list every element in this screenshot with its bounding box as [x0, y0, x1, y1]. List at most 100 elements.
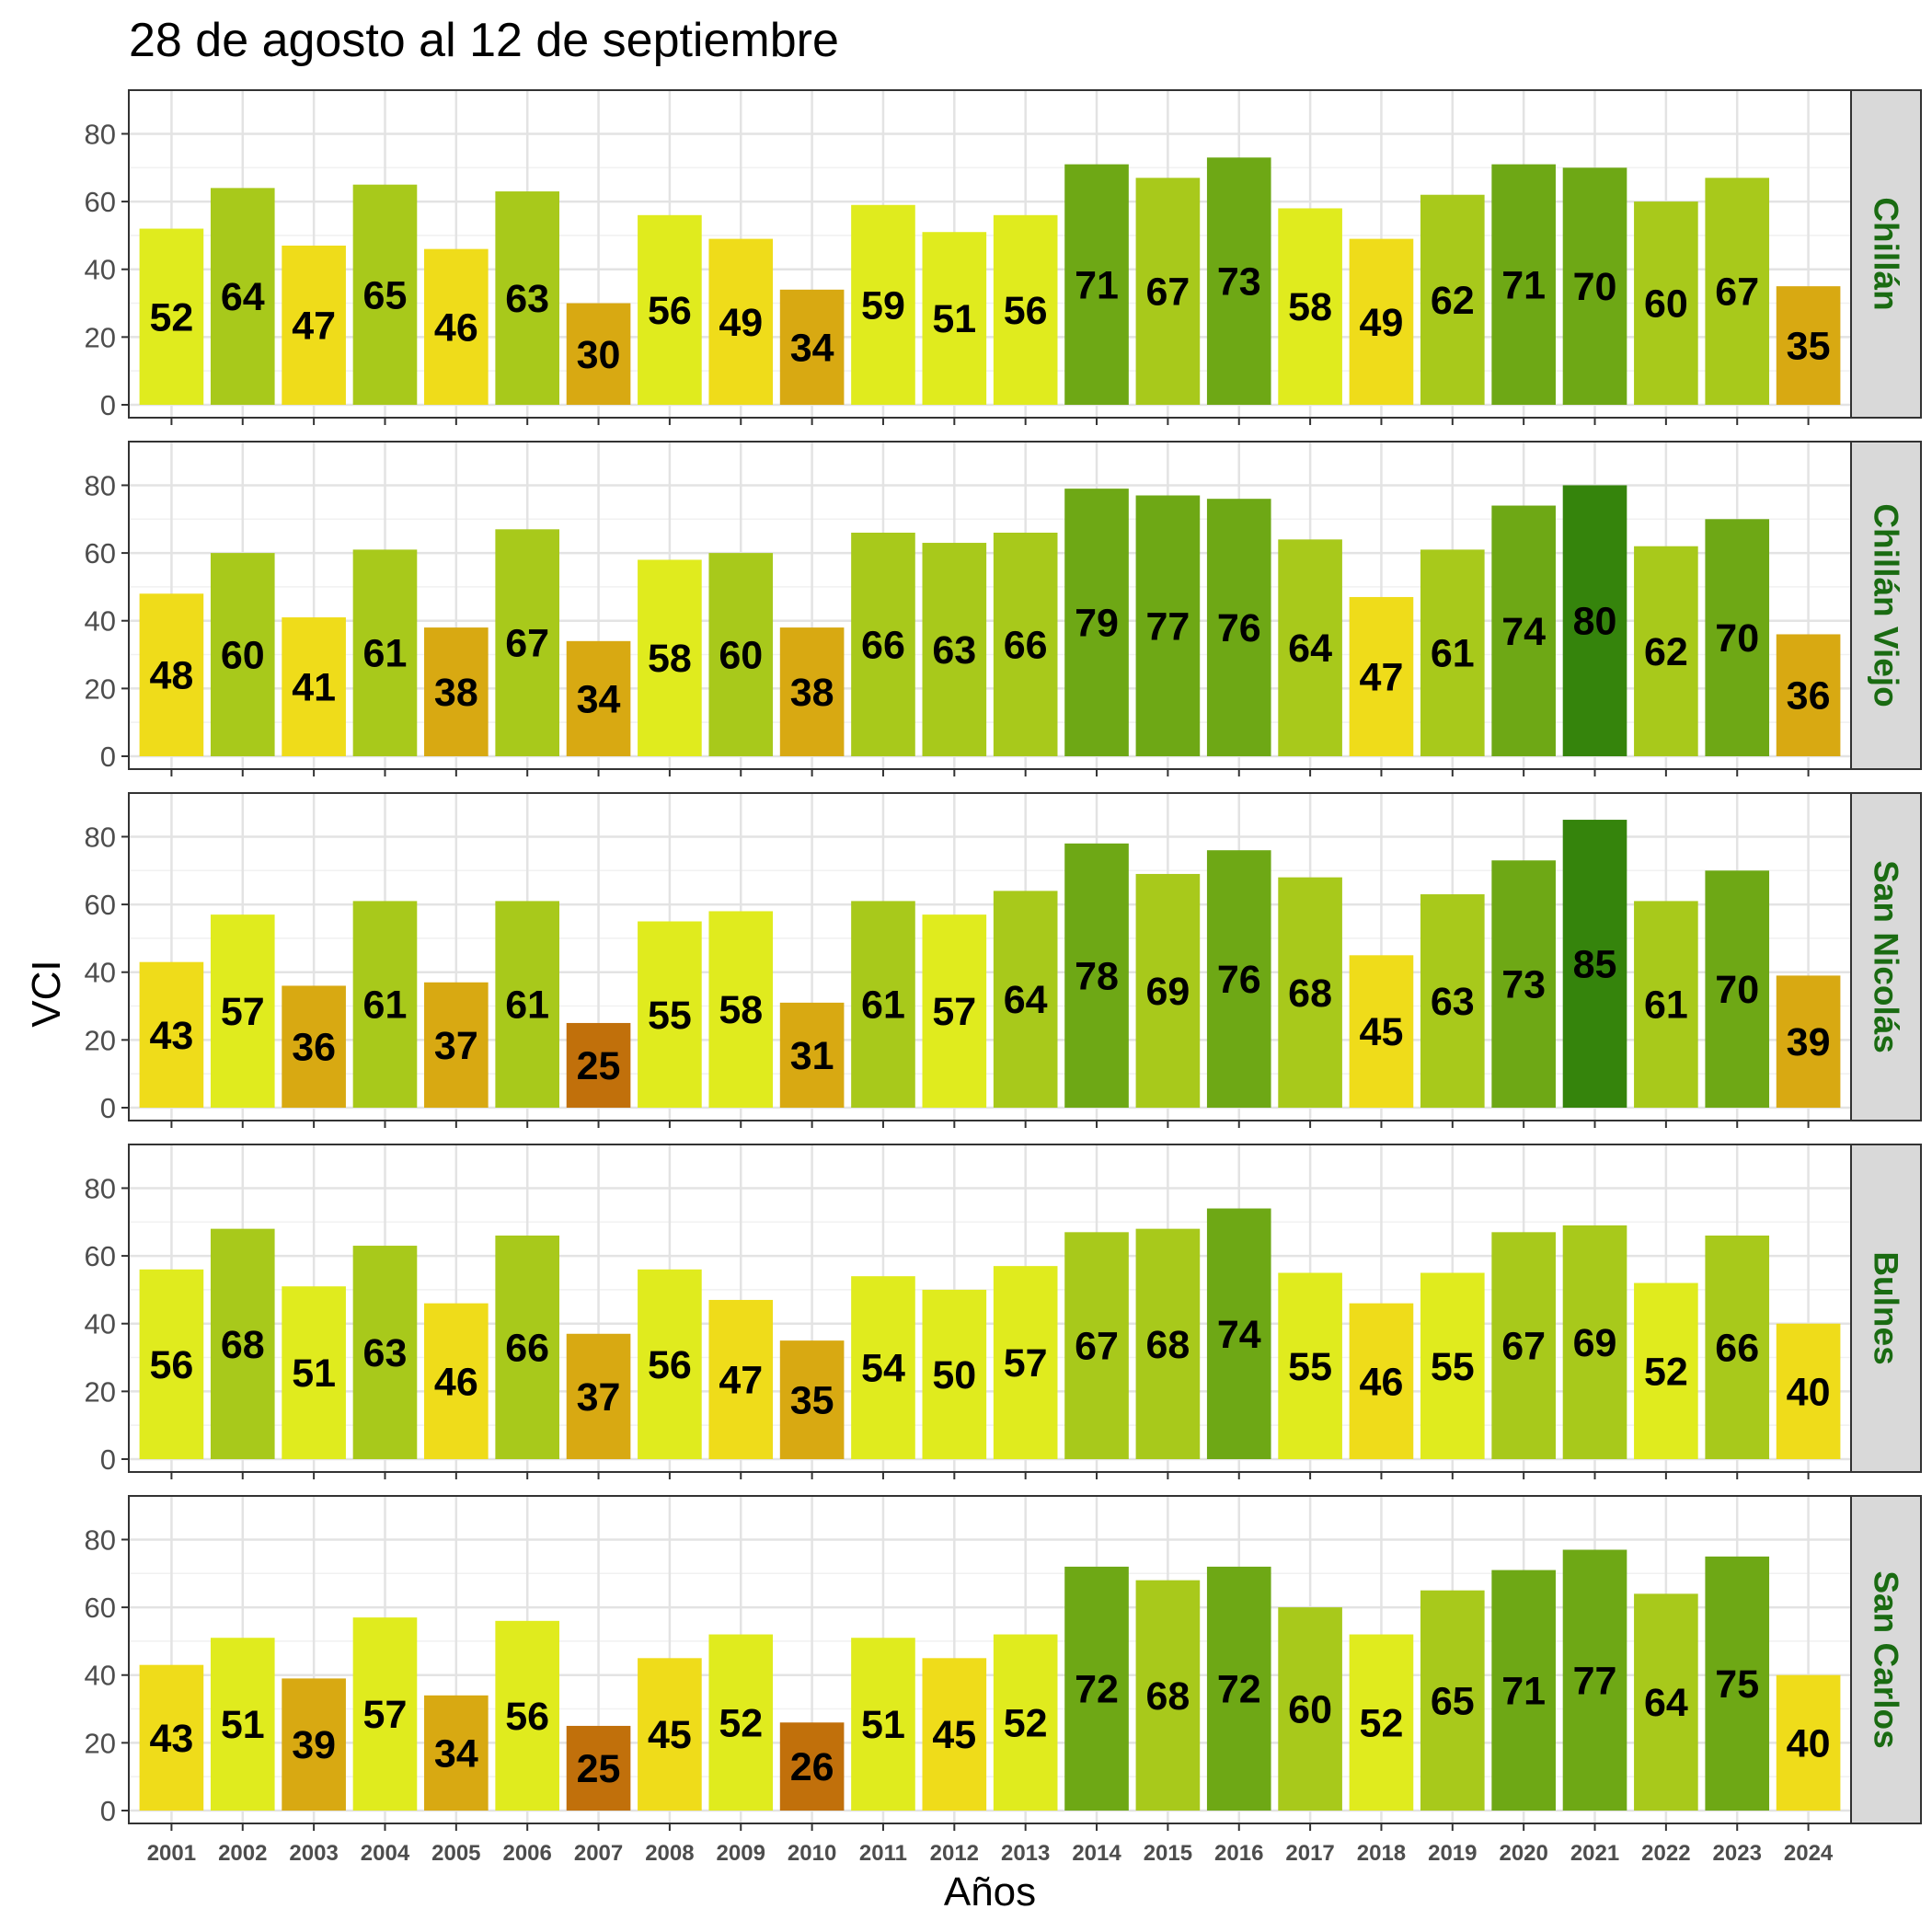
- bar: [1491, 860, 1556, 1108]
- bar: [1562, 1549, 1627, 1811]
- y-tick-label: 20: [85, 321, 116, 353]
- bar: [1562, 167, 1627, 406]
- bar: [1491, 164, 1556, 405]
- data-label: 74: [1501, 610, 1546, 654]
- data-label: 62: [1644, 630, 1688, 674]
- data-label: 36: [292, 1026, 336, 1070]
- data-label: 41: [292, 666, 336, 710]
- x-tick-label: 2009: [717, 1841, 765, 1866]
- x-tick-label: 2018: [1357, 1841, 1406, 1866]
- data-label: 67: [1715, 270, 1759, 315]
- y-tick-label: 20: [85, 1727, 116, 1759]
- data-label: 68: [1145, 1323, 1190, 1367]
- data-label: 59: [861, 283, 905, 328]
- data-label: 64: [1288, 627, 1332, 671]
- data-label: 65: [363, 273, 408, 317]
- bar: [210, 1638, 275, 1811]
- data-label: 36: [1787, 674, 1831, 719]
- bar: [851, 533, 915, 756]
- bar: [1206, 499, 1271, 756]
- facet-strip-label: San Carlos: [1868, 1570, 1905, 1748]
- y-tick-label: 40: [85, 605, 116, 638]
- data-label: 61: [363, 632, 408, 676]
- x-axis-title: Años: [943, 1869, 1037, 1915]
- data-label: 52: [149, 295, 193, 339]
- bar: [638, 214, 702, 405]
- x-tick-label: 2006: [502, 1841, 551, 1866]
- data-label: 61: [505, 983, 549, 1028]
- data-label: 62: [1431, 279, 1475, 323]
- bar: [1278, 877, 1342, 1108]
- bar: [1064, 1566, 1129, 1811]
- x-tick-label: 2017: [1285, 1841, 1334, 1866]
- data-label: 26: [790, 1745, 834, 1789]
- bar: [1420, 194, 1485, 405]
- data-label: 60: [1644, 282, 1688, 327]
- bar: [282, 985, 346, 1108]
- y-tick-label: 60: [85, 1592, 116, 1624]
- bar: [1491, 1570, 1556, 1811]
- x-tick-label: 2011: [859, 1841, 907, 1866]
- data-label: 77: [1145, 604, 1190, 649]
- x-tick-label: 2016: [1214, 1841, 1263, 1866]
- data-label: 61: [861, 983, 905, 1028]
- y-tick-label: 0: [100, 1795, 116, 1827]
- bar: [922, 543, 987, 756]
- bar: [1135, 495, 1201, 756]
- y-tick-label: 40: [85, 957, 116, 989]
- bar: [1705, 870, 1770, 1108]
- data-label: 48: [149, 654, 193, 698]
- data-label: 57: [221, 990, 265, 1034]
- data-label: 49: [719, 301, 763, 345]
- bar: [993, 214, 1058, 405]
- y-tick-label: 40: [85, 254, 116, 286]
- facet-strip-label: Chillán: [1868, 197, 1905, 310]
- data-label: 38: [790, 671, 834, 715]
- bar: [495, 529, 559, 756]
- data-label: 61: [1644, 983, 1688, 1028]
- bar: [1349, 1634, 1414, 1811]
- bar: [851, 204, 915, 405]
- data-label: 72: [1217, 1667, 1261, 1711]
- y-tick-label: 40: [85, 1660, 116, 1692]
- bar: [424, 248, 489, 405]
- data-label: 69: [1573, 1321, 1617, 1365]
- data-label: 51: [221, 1703, 265, 1747]
- y-tick-label: 80: [85, 821, 116, 853]
- y-tick-label: 20: [85, 1024, 116, 1056]
- bar: [139, 593, 204, 756]
- bar: [1206, 1208, 1271, 1459]
- bar: [922, 1658, 987, 1811]
- bar: [566, 1725, 631, 1811]
- data-label: 70: [1715, 968, 1759, 1012]
- bar: [993, 891, 1058, 1108]
- x-tick-label: 2007: [574, 1841, 623, 1866]
- bar: [282, 245, 346, 405]
- x-tick-label: 2005: [431, 1841, 480, 1866]
- data-label: 56: [505, 1695, 549, 1739]
- bar: [779, 1722, 845, 1811]
- bar: [779, 627, 845, 756]
- bar: [566, 1333, 631, 1459]
- data-label: 46: [1360, 1360, 1404, 1404]
- chart-title: 28 de agosto al 12 de septiembre: [129, 14, 839, 67]
- data-label: 25: [577, 1747, 621, 1791]
- data-label: 37: [434, 1024, 478, 1068]
- bar: [1349, 1303, 1414, 1459]
- data-label: 61: [363, 983, 408, 1028]
- data-label: 72: [1075, 1667, 1119, 1711]
- data-label: 70: [1715, 616, 1759, 661]
- data-label: 79: [1075, 602, 1119, 646]
- data-label: 55: [1431, 1345, 1475, 1389]
- data-label: 71: [1501, 263, 1546, 307]
- data-label: 56: [1004, 289, 1048, 333]
- bar: [1064, 843, 1129, 1108]
- x-tick-label: 2008: [645, 1841, 694, 1866]
- y-tick-label: 40: [85, 1308, 116, 1340]
- bar: [1349, 596, 1414, 756]
- bar: [566, 1022, 631, 1108]
- bar: [1420, 1590, 1485, 1811]
- data-label: 66: [861, 624, 905, 668]
- bar: [779, 289, 845, 405]
